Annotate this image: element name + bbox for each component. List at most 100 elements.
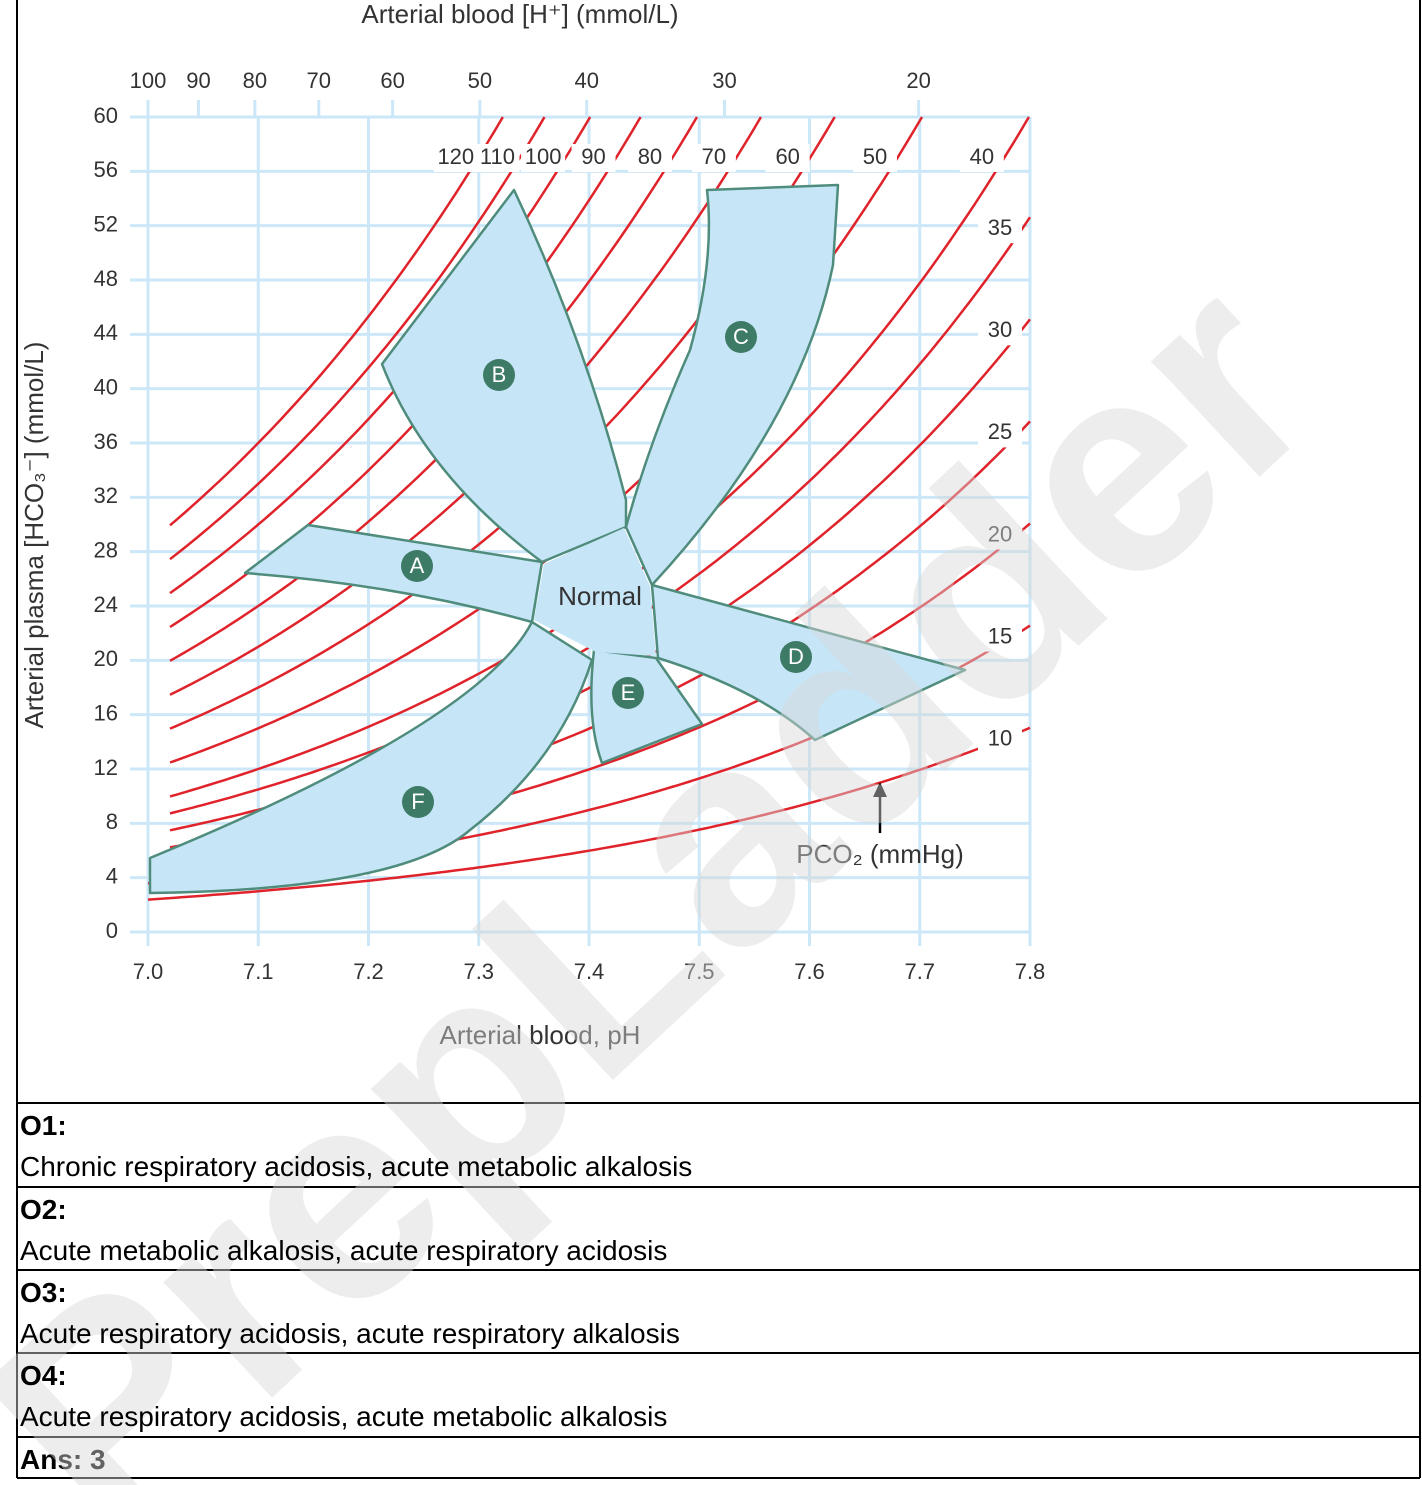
y-tick-label: 4 (106, 863, 118, 888)
option-label: O4: (20, 1360, 67, 1391)
top-tick-label: 60 (380, 68, 404, 93)
arrow-head (873, 782, 887, 797)
region-badge (483, 359, 515, 391)
x-tick-label: 7.2 (353, 959, 384, 984)
y-tick-label: 24 (94, 592, 118, 617)
y-tick-label: 0 (106, 918, 118, 943)
isopleth (169, 116, 699, 662)
region-letter: D (788, 644, 804, 669)
label-bg (521, 144, 566, 172)
region-badge (780, 641, 812, 673)
top-tick-label: 100 (130, 68, 167, 93)
y-tick-label: 60 (94, 103, 118, 128)
y-tick-label: 12 (94, 755, 118, 780)
isopleth-label: 60 (775, 144, 799, 169)
x-tick-label: 7.3 (463, 959, 494, 984)
region-badge (402, 786, 434, 818)
region-e (590, 648, 704, 765)
region-letter: A (410, 553, 425, 578)
isopleth-label: 20 (988, 521, 1012, 546)
normal-label: Normal (558, 581, 642, 611)
region-letter: B (492, 362, 507, 387)
isopleth-label: 50 (863, 144, 887, 169)
top-tick-label: 20 (906, 68, 930, 93)
label-bg (978, 725, 1022, 754)
region-badge (401, 550, 433, 582)
option-label: O2: (20, 1194, 67, 1225)
isopleth-label: 40 (970, 144, 994, 169)
region-letter: C (733, 324, 749, 349)
y-tick-label: 32 (94, 483, 118, 508)
top-tick-label: 50 (468, 68, 492, 93)
y-tick-label: 20 (94, 646, 118, 671)
isopleth (169, 116, 504, 527)
x-tick-label: 7.5 (684, 959, 715, 984)
region-letter: E (621, 680, 636, 705)
y-axis-label: Arterial plasma [HCO₃⁻] (mmol/L) (19, 342, 49, 729)
label-bg (691, 144, 736, 172)
label-bg (978, 317, 1022, 346)
label-bg (765, 144, 810, 172)
y-tick-label: 40 (94, 374, 118, 399)
label-bg (433, 144, 478, 172)
y-tick-label: 56 (94, 157, 118, 182)
label-bg (978, 419, 1022, 448)
top-tick-label: 90 (186, 68, 210, 93)
y-tick-label: 8 (106, 809, 118, 834)
isopleth-label: 15 (988, 623, 1012, 648)
region-c (624, 183, 840, 587)
top-tick-label: 70 (307, 68, 331, 93)
label-bg (959, 144, 1004, 172)
label-bg (978, 521, 1022, 550)
y-tick-label: 44 (94, 320, 118, 345)
region-f (148, 620, 594, 895)
isopleth-label: 35 (988, 215, 1012, 240)
x-tick-label: 7.1 (243, 959, 274, 984)
region-letter: F (411, 789, 424, 814)
option-label: O3: (20, 1277, 67, 1308)
label-bg (852, 144, 897, 172)
label-bg (978, 215, 1022, 244)
x-axis-label: Arterial blood, pH (440, 1020, 641, 1050)
label-bg (627, 144, 672, 172)
normal-zone (534, 528, 656, 656)
top-tick-label: 80 (243, 68, 267, 93)
isopleth (147, 726, 1031, 901)
isopleth-label: 70 (702, 144, 726, 169)
answer: Ans: 3 (20, 1444, 106, 1475)
x-tick-label: 7.6 (794, 959, 825, 984)
isopleth-label: 120 (437, 144, 474, 169)
y-tick-label: 16 (94, 700, 118, 725)
isopleth-label: 25 (988, 419, 1012, 444)
option-text: Acute respiratory acidosis, acute respir… (20, 1318, 680, 1349)
x-tick-label: 7.4 (574, 959, 605, 984)
region-badge (612, 677, 644, 709)
isopleth-label: 80 (638, 144, 662, 169)
y-tick-label: 28 (94, 537, 118, 562)
isopleth-label: 100 (525, 144, 562, 169)
top-axis-label: Arterial blood [H⁺] (mmol/L) (361, 0, 678, 29)
option-label: O1: (20, 1110, 67, 1141)
x-tick-label: 7.0 (133, 959, 164, 984)
top-tick-label: 30 (712, 68, 736, 93)
region-badge (725, 321, 757, 353)
isopleth (169, 116, 546, 561)
y-tick-label: 36 (94, 429, 118, 454)
x-tick-label: 7.7 (904, 959, 935, 984)
option-text: Acute respiratory acidosis, acute metabo… (20, 1401, 667, 1432)
label-bg (475, 144, 520, 172)
labels: 7.0 7.1 7.2 7.3 7.4 7.5 7.6 7.7 7.80481216202428… (94, 68, 1046, 984)
label-bg (571, 144, 616, 172)
y-tick-label: 48 (94, 266, 118, 291)
top-tick-label: 40 (574, 68, 598, 93)
pco2-label: PCO₂ (mmHg) (796, 839, 964, 869)
label-bg (978, 623, 1022, 652)
isopleth-label: 10 (988, 726, 1012, 751)
isopleth-label: 30 (988, 317, 1012, 342)
isopleth-label: 90 (581, 144, 605, 169)
option-text: Chronic respiratory acidosis, acute meta… (20, 1151, 692, 1182)
options-table (16, 0, 1421, 1479)
isopleth-label: 110 (480, 144, 515, 169)
y-tick-label: 52 (94, 211, 118, 236)
